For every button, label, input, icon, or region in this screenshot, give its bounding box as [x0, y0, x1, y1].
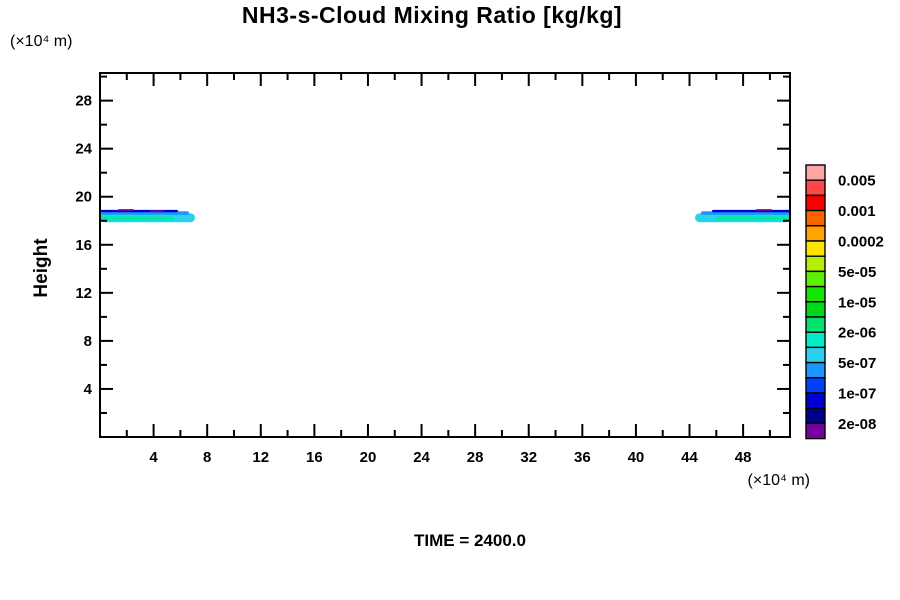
cloud-band-left-navy-line — [100, 209, 178, 213]
x-axis-units-label: (×10⁴ m) — [747, 472, 810, 489]
x-tick-label: 20 — [360, 449, 377, 466]
legend-cell — [805, 407, 826, 425]
legend-cell — [805, 209, 826, 227]
legend-cell — [805, 164, 826, 181]
chart-title: NH3-s-Cloud Mixing Ratio [kg/kg] — [241, 2, 623, 28]
legend-label: 5e-05 — [838, 264, 876, 281]
y-axis-units-label: (×10⁴ m) — [10, 33, 73, 50]
x-tick-label: 8 — [203, 449, 211, 466]
legend-label: 0.0002 — [838, 234, 884, 251]
plot-frame — [99, 72, 791, 438]
x-tick-label: 28 — [467, 449, 484, 466]
time-annotation: TIME = 2400.0 — [414, 531, 526, 550]
y-tick-label: 12 — [75, 285, 92, 302]
legend-cell — [805, 392, 826, 409]
legend-cell — [805, 301, 826, 318]
legend-label: 5e-07 — [838, 355, 876, 372]
legend-cell — [805, 361, 826, 379]
y-tick-label: 16 — [75, 237, 92, 254]
x-tick-label: 36 — [574, 449, 591, 466]
x-tick-label: 4 — [149, 449, 158, 466]
y-tick-label: 28 — [75, 93, 92, 110]
legend-cell — [805, 377, 826, 394]
x-tick-label: 48 — [735, 449, 752, 466]
legend-cell — [805, 285, 826, 303]
legend-cell — [805, 422, 826, 440]
legend-cell — [805, 225, 826, 242]
legend-cell — [805, 179, 826, 197]
cloud-band-right-navy-line — [712, 209, 790, 213]
y-tick-label: 24 — [75, 141, 92, 158]
legend-cell — [805, 331, 826, 349]
legend-cell — [805, 316, 826, 333]
x-tick-label: 44 — [681, 449, 698, 466]
x-tick-label: 12 — [252, 449, 269, 466]
legend-label: 0.005 — [838, 173, 876, 190]
x-tick-label: 16 — [306, 449, 323, 466]
legend-cell — [805, 240, 826, 257]
y-tick-label: 8 — [84, 333, 92, 350]
legend-cell — [805, 194, 826, 212]
x-tick-label: 40 — [628, 449, 645, 466]
legend-cell — [805, 346, 826, 364]
cloud-band-left-purple-fleck — [118, 209, 134, 211]
cloud-band-left-mint-band — [100, 216, 174, 221]
cloud-band-right-purple-fleck — [756, 209, 772, 211]
x-tick-label: 24 — [413, 449, 430, 466]
x-tick-label: 32 — [520, 449, 537, 466]
y-tick-label: 20 — [75, 189, 92, 206]
legend-label: 1e-07 — [838, 386, 876, 403]
legend-label: 2e-08 — [838, 416, 876, 433]
legend-label: 1e-05 — [838, 294, 876, 311]
legend-label: 2e-06 — [838, 325, 876, 342]
cloud-band-left-purple-fleck — [150, 210, 164, 213]
legend-label: 0.001 — [838, 203, 876, 220]
legend-cell — [805, 270, 826, 288]
y-tick-label: 4 — [84, 381, 93, 398]
legend-cell — [805, 255, 826, 273]
cloud-band-right-mint-band — [716, 216, 790, 221]
